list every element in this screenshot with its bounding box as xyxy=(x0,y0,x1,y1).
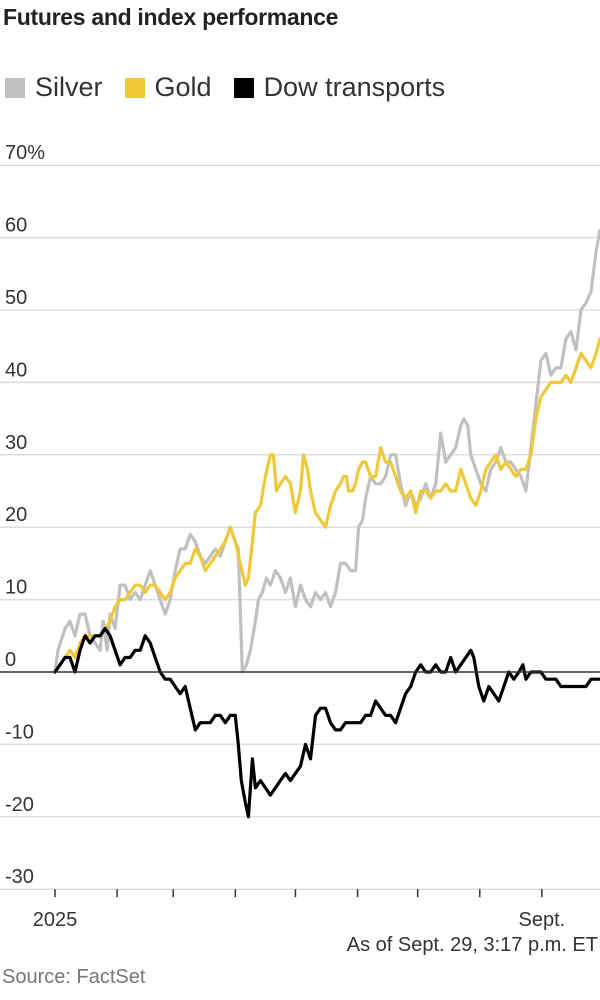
as-of-note: As of Sept. 29, 3:17 p.m. ET xyxy=(346,934,598,956)
y-tick-label: 0 xyxy=(5,649,16,671)
chart-title: Futures and index performance xyxy=(3,4,339,30)
legend-swatch-silver xyxy=(5,77,25,98)
y-tick-label: 50 xyxy=(5,287,27,309)
y-tick-label: -10 xyxy=(5,721,34,743)
y-tick-label: 20 xyxy=(5,504,27,526)
legend-label-silver: Silver xyxy=(35,72,103,102)
series-line-dow-transports xyxy=(53,627,600,819)
legend-item-dow-transports: Dow transports xyxy=(233,72,446,103)
y-tick-label: 60 xyxy=(5,215,27,237)
x-tick-label: Sept. xyxy=(519,909,566,931)
legend-label-dow-transports: Dow transports xyxy=(263,72,446,102)
y-tick-label: 70% xyxy=(5,142,45,164)
legend-item-silver: Silver xyxy=(5,72,103,103)
x-tick-label: 2025 xyxy=(33,909,78,931)
legend-item-gold: Gold xyxy=(124,72,212,103)
legend-swatch-dow-transports xyxy=(233,77,254,98)
y-tick-label: 10 xyxy=(5,577,27,599)
y-tick-label: -20 xyxy=(5,794,34,816)
legend-label-gold: Gold xyxy=(154,72,212,102)
chart-legend: Silver Gold Dow transports xyxy=(5,72,467,103)
y-tick-label: -30 xyxy=(5,866,34,888)
legend-swatch-gold xyxy=(124,77,145,98)
y-tick-label: 40 xyxy=(5,359,27,381)
source-note: Source: FactSet xyxy=(2,966,146,988)
series-line-gold xyxy=(53,337,600,674)
y-tick-label: 30 xyxy=(5,432,27,454)
series-line-silver xyxy=(53,228,600,674)
